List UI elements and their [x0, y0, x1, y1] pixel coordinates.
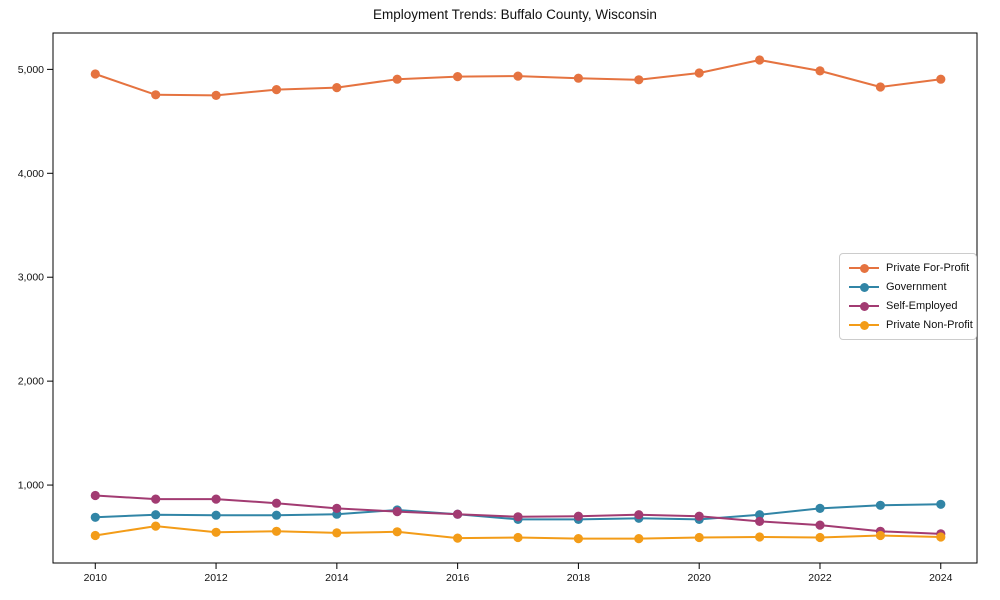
data-point-private-non-profit [755, 532, 765, 542]
x-tick-label: 2022 [808, 572, 832, 584]
data-point-private-non-profit [573, 534, 584, 544]
legend: Private For-Profit Government Self-Emplo… [839, 253, 977, 340]
legend-marker-line-dot-icon [849, 320, 879, 330]
x-tick-label: 2018 [567, 572, 591, 584]
data-point-private-for-profit [573, 73, 584, 83]
data-point-private-for-profit [634, 75, 644, 85]
x-tick-label: 2024 [929, 572, 953, 584]
x-axis: 2010 2012 2014 2016 2018 2020 2022 2024 [84, 563, 953, 584]
axes-box [52, 32, 978, 564]
data-point-self-employed [332, 503, 342, 513]
data-point-private-non-profit [271, 526, 282, 536]
data-point-private-non-profit [211, 527, 221, 537]
data-point-private-for-profit [151, 90, 161, 100]
data-point-private-non-profit [453, 533, 463, 543]
data-point-private-non-profit [875, 530, 886, 541]
data-point-self-employed [271, 498, 282, 508]
data-point-private-non-profit [513, 532, 523, 543]
data-point-government [151, 510, 161, 520]
data-point-self-employed [151, 494, 161, 504]
legend-item-private-non-profit: Private Non-Profit [849, 319, 973, 331]
y-tick-label: 3,000 [18, 272, 44, 284]
data-point-private-for-profit [211, 90, 221, 100]
data-point-private-for-profit [694, 68, 704, 78]
data-point-government [875, 500, 886, 510]
data-point-private-for-profit [271, 85, 282, 95]
legend-label: Self-Employed [886, 300, 958, 312]
y-tick-label: 1,000 [18, 480, 44, 492]
y-tick-label: 4,000 [18, 168, 44, 180]
data-point-private-non-profit [90, 530, 100, 541]
data-point-government [755, 510, 765, 520]
data-point-private-for-profit [453, 72, 463, 82]
series-self-employed [90, 490, 946, 539]
data-point-self-employed [815, 520, 825, 530]
x-tick-label: 2014 [325, 572, 349, 584]
data-point-self-employed [513, 512, 523, 522]
legend-marker-line-dot-icon [849, 282, 879, 292]
data-point-self-employed [755, 516, 765, 527]
data-point-government [211, 510, 221, 520]
data-point-private-for-profit [392, 74, 402, 84]
x-tick-label: 2020 [688, 572, 712, 584]
x-tick-label: 2012 [204, 572, 228, 584]
data-point-private-for-profit [815, 66, 825, 76]
data-point-self-employed [392, 507, 402, 517]
data-point-self-employed [90, 490, 100, 501]
data-point-self-employed [453, 509, 463, 519]
data-point-private-non-profit [634, 534, 644, 544]
data-point-self-employed [573, 511, 584, 521]
x-tick-label: 2010 [84, 572, 108, 584]
data-point-private-for-profit [90, 69, 100, 79]
data-point-self-employed [694, 511, 704, 521]
y-tick-label: 5,000 [18, 64, 44, 76]
y-tick-label: 2,000 [18, 376, 44, 388]
data-point-private-for-profit [513, 71, 523, 81]
data-point-private-for-profit [936, 74, 946, 84]
legend-label: Government [886, 281, 947, 293]
data-point-private-non-profit [694, 532, 704, 543]
data-point-government [271, 510, 282, 520]
legend-item-self-employed: Self-Employed [849, 300, 968, 312]
x-tick-label: 2016 [446, 572, 470, 584]
series-private-for-profit [90, 55, 946, 100]
legend-marker-line-dot-icon [849, 301, 879, 311]
data-point-self-employed [211, 494, 221, 504]
legend-item-private-for-profit: Private For-Profit [849, 262, 970, 274]
data-point-private-non-profit [815, 532, 825, 543]
legend-label: Private For-Profit [886, 262, 970, 274]
legend-marker-line-dot-icon [849, 263, 879, 273]
legend-label: Private Non-Profit [886, 319, 973, 331]
data-point-private-for-profit [875, 82, 886, 92]
legend-item-government: Government [849, 281, 968, 293]
data-point-government [90, 512, 100, 522]
data-point-government [936, 499, 946, 509]
data-point-private-non-profit [392, 527, 402, 537]
data-point-private-non-profit [936, 532, 946, 542]
chart-title: Employment Trends: Buffalo County, Wisco… [373, 7, 657, 22]
data-point-private-for-profit [332, 83, 342, 93]
data-point-private-non-profit [151, 521, 161, 531]
data-point-private-non-profit [332, 528, 342, 538]
data-point-private-for-profit [755, 55, 765, 65]
series-private-non-profit [90, 521, 946, 544]
data-point-government [815, 503, 825, 513]
y-axis: 1,000 2,000 3,000 4,000 5,000 [18, 64, 53, 492]
data-point-self-employed [634, 510, 644, 520]
